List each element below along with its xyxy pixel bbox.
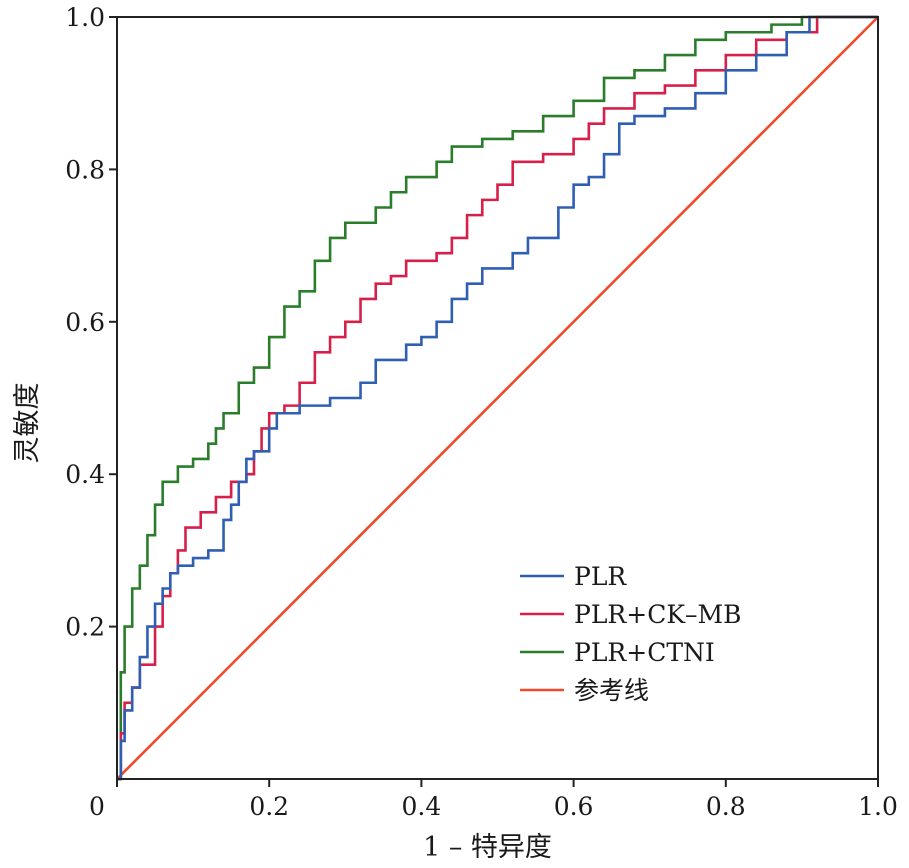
x-tick-label-5: 1.0 — [858, 792, 898, 821]
series-line-0 — [117, 15, 878, 781]
legend: PLR PLR+CK–MB PLR+CTNI 参考线 — [520, 562, 741, 705]
x-tick-label-1: 0.2 — [249, 792, 289, 821]
x-tick-label-0: 0 — [89, 792, 105, 821]
legend-label-3: 参考线 — [574, 676, 649, 705]
x-tick-label-3: 0.6 — [554, 792, 594, 821]
legend-label-1: PLR+CK–MB — [574, 600, 741, 629]
legend-label-0: PLR — [574, 562, 627, 591]
series-line-3 — [116, 16, 879, 780]
x-tick-label-2: 0.4 — [402, 792, 442, 821]
x-axis-title: 1 – 特异度 — [423, 832, 552, 863]
y-tick-label-3: 0.8 — [65, 155, 105, 184]
legend-label-2: PLR+CTNI — [574, 638, 715, 667]
x-tick-label-4: 0.8 — [706, 792, 746, 821]
y-tick-label-4: 1.0 — [65, 3, 105, 32]
plot-frame — [116, 16, 879, 780]
series-line-2 — [117, 15, 878, 781]
y-tick-label-2: 0.6 — [65, 308, 105, 337]
y-tick-label-1: 0.4 — [65, 460, 105, 489]
y-axis-title: 灵敏度 — [12, 383, 43, 464]
y-tick-label-0: 0.2 — [65, 613, 105, 642]
plot-area — [116, 15, 879, 781]
axes: 0 0.2 0.4 0.6 0.8 1.0 0.2 0.4 0.6 0.8 1.0 — [65, 3, 898, 821]
